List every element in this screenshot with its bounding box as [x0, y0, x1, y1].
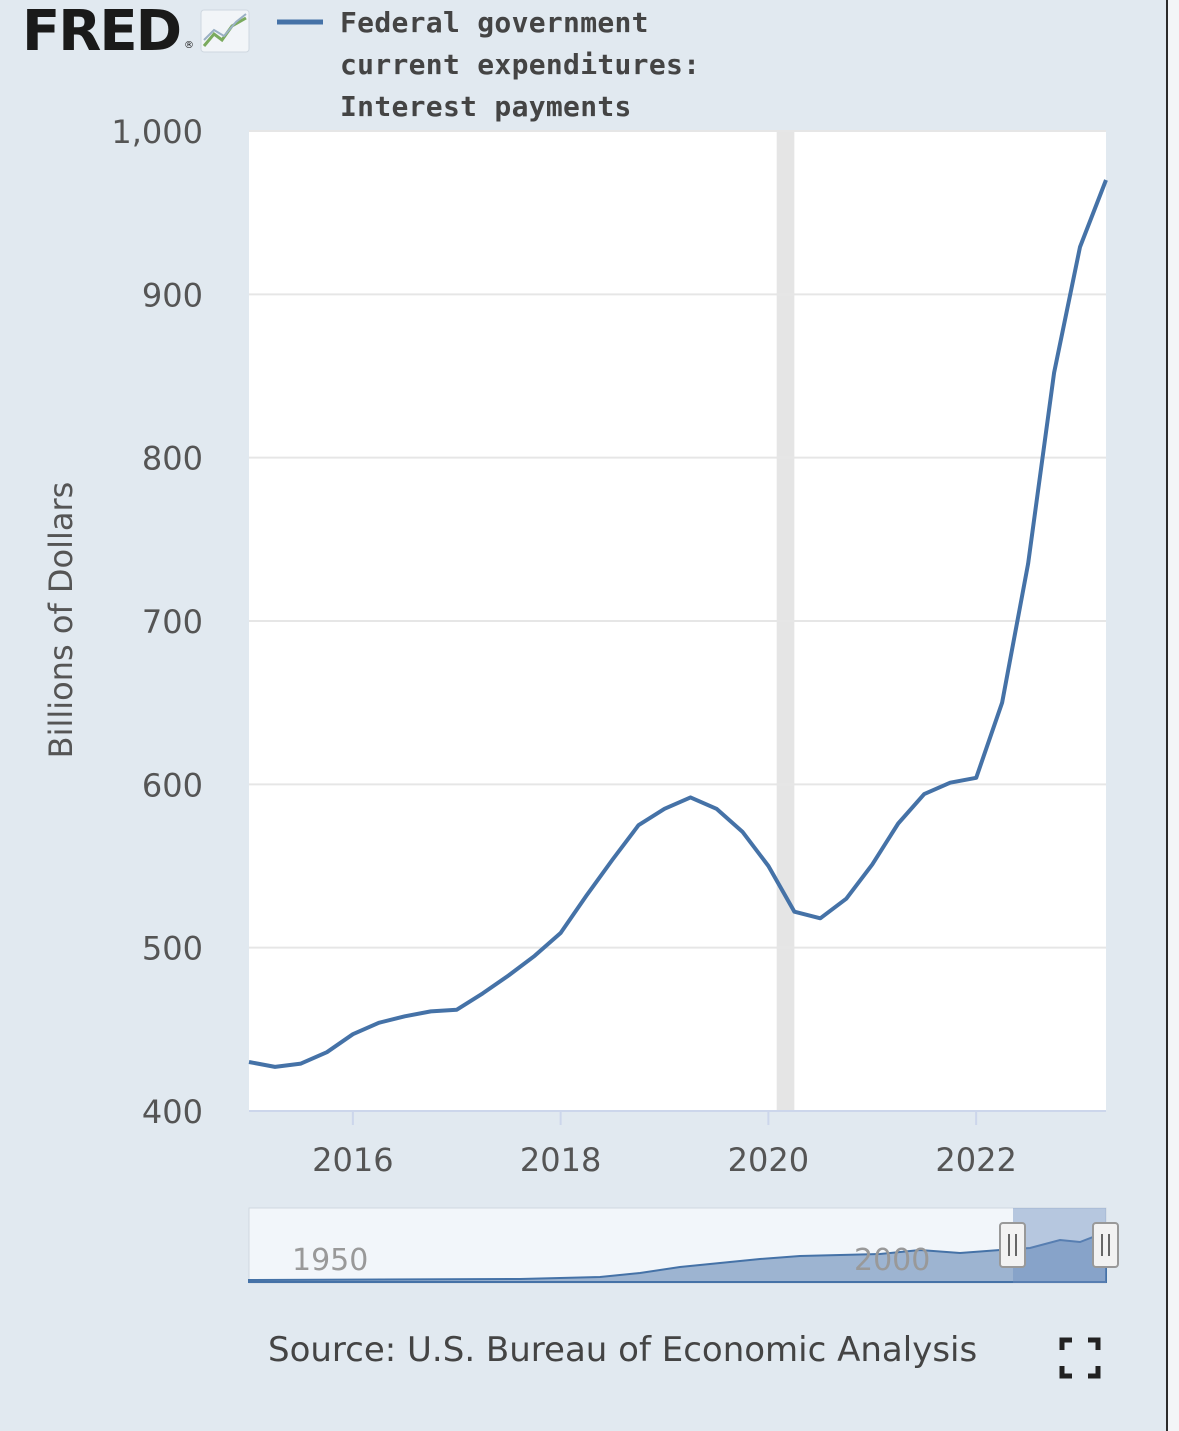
legend-line-2: current expenditures:: [340, 48, 701, 81]
y-tick-label-800: 800: [142, 440, 203, 478]
data-point-21[interactable]: [790, 908, 798, 916]
legend-line-3: Interest payments: [340, 90, 632, 123]
fullscreen-icon[interactable]: [1058, 1336, 1102, 1380]
data-point-24[interactable]: [868, 860, 876, 868]
data-point-1[interactable]: [271, 1063, 279, 1071]
data-point-2[interactable]: [297, 1060, 305, 1068]
navigator-label-1950: 1950: [292, 1243, 368, 1278]
data-point-12[interactable]: [557, 929, 565, 937]
data-point-15[interactable]: [635, 821, 643, 829]
data-point-16[interactable]: [661, 805, 669, 813]
y-tick-label-1000: 1,000: [111, 113, 203, 151]
series-line-interest-payments[interactable]: [248, 179, 1108, 1069]
data-point-3[interactable]: [323, 1048, 331, 1056]
navigator-handle-right[interactable]: [1092, 1222, 1119, 1268]
x-tick-label-2016: 2016: [312, 1141, 393, 1179]
data-point-17[interactable]: [686, 793, 694, 801]
legend-line-1: Federal government: [340, 6, 649, 39]
data-point-0[interactable]: [245, 1058, 253, 1066]
y-tick-label-400: 400: [142, 1093, 203, 1131]
data-point-30[interactable]: [1024, 560, 1032, 568]
data-point-28[interactable]: [972, 774, 980, 782]
data-point-32[interactable]: [1076, 243, 1084, 251]
data-point-9[interactable]: [479, 989, 487, 997]
data-point-26[interactable]: [920, 790, 928, 798]
y-tick-label-700: 700: [142, 603, 203, 641]
data-point-31[interactable]: [1050, 369, 1058, 377]
data-point-7[interactable]: [427, 1007, 435, 1015]
data-point-4[interactable]: [349, 1030, 357, 1038]
fullscreen-icon-svg: [1059, 1337, 1101, 1379]
navigator-label-2000: 2000: [854, 1243, 930, 1278]
data-point-25[interactable]: [894, 820, 902, 828]
data-point-22[interactable]: [816, 914, 824, 922]
data-point-23[interactable]: [842, 895, 850, 903]
data-point-13[interactable]: [583, 891, 591, 899]
data-point-19[interactable]: [738, 828, 746, 836]
legend-label: Federal government current expenditures:…: [340, 2, 760, 128]
y-tick-label-600: 600: [142, 766, 203, 804]
data-point-33[interactable]: [1102, 176, 1110, 184]
data-point-5[interactable]: [375, 1019, 383, 1027]
y-tick-label-900: 900: [142, 276, 203, 314]
range-navigator[interactable]: 1950 2000: [248, 1207, 1119, 1284]
data-point-14[interactable]: [609, 855, 617, 863]
fred-logo-text: FRED: [22, 0, 180, 64]
data-point-18[interactable]: [712, 805, 720, 813]
x-tick-label-2018: 2018: [520, 1141, 601, 1179]
fred-logo: FRED ®: [22, 0, 250, 64]
data-point-27[interactable]: [946, 779, 954, 787]
data-point-11[interactable]: [531, 952, 539, 960]
data-point-29[interactable]: [998, 699, 1006, 707]
navigator-handle-left[interactable]: [999, 1222, 1026, 1268]
fred-reg-mark: ®: [184, 40, 194, 51]
source-text: Source: U.S. Bureau of Economic Analysis: [268, 1330, 978, 1370]
y-tick-labels: 400 500 600 700 800 900 1,000: [111, 113, 203, 1131]
data-point-20[interactable]: [764, 862, 772, 870]
y-axis-title: Billions of Dollars: [42, 482, 80, 759]
data-point-8[interactable]: [453, 1006, 461, 1014]
navigator-selected-range[interactable]: [1013, 1208, 1106, 1283]
data-point-10[interactable]: [505, 971, 513, 979]
x-tick-label-2020: 2020: [728, 1141, 809, 1179]
y-tick-label-500: 500: [142, 930, 203, 968]
x-tick-labels: 2016 2018 2020 2022: [312, 1141, 1017, 1179]
grid-lines: [249, 130, 1106, 949]
data-point-6[interactable]: [401, 1012, 409, 1020]
x-ticks: [351, 1111, 978, 1125]
right-edge-border: [1166, 0, 1179, 1431]
chart-line-icon: [200, 9, 250, 53]
x-tick-label-2022: 2022: [935, 1141, 1016, 1179]
